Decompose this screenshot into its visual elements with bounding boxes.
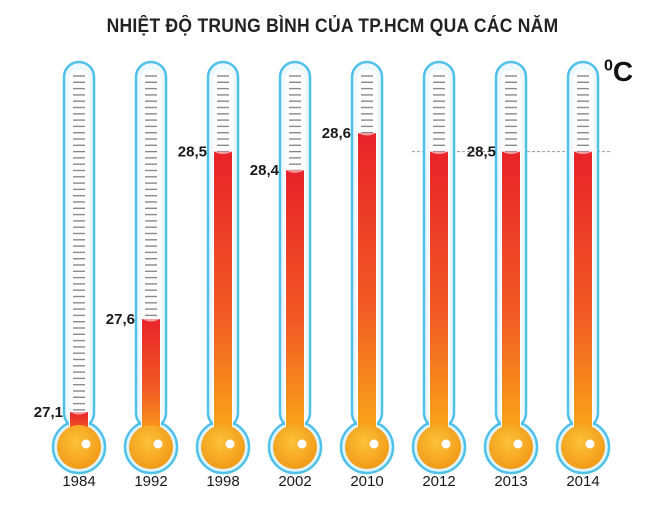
bulb-2012 [417,425,461,469]
mercury-bar-2010 [358,133,376,447]
thermometers-group [51,60,612,475]
mercury-meniscus [574,151,592,155]
thermometer-2002 [267,60,323,475]
mercury-meniscus [70,412,88,415]
bulb-highlight [585,439,595,449]
bulb-1992 [129,425,173,469]
mercury-meniscus [286,170,304,173]
year-label-2012: 2012 [422,473,455,490]
bulb-2010 [345,425,389,469]
mercury-meniscus [142,319,160,322]
mercury-bar-1992 [142,319,160,447]
year-label-2014: 2014 [566,473,599,490]
mercury-meniscus [502,151,520,155]
bulb-highlight [369,439,379,449]
year-label-2002: 2002 [278,473,311,490]
year-label-1998: 1998 [206,473,239,490]
mercury-bar-2012 [430,151,448,447]
bulb-highlight [441,439,451,449]
bulb-highlight [297,439,307,449]
bulb-highlight [513,439,523,449]
bulb-1984 [57,425,101,469]
bulb-1998 [201,425,245,469]
bulb-2002 [273,425,317,469]
mercury-meniscus [214,151,232,155]
thermometer-2014 [555,60,611,475]
unit-letter: C [612,56,634,87]
labels-group: 1984 27,1 1992 27,6 1998 28,5 2002 28,4 2010 28,6… [34,125,600,490]
value-label-2010: 28,6 [322,125,351,142]
thermometer-2012 [411,60,467,475]
thermometer-2013 [483,60,539,475]
value-label-1998: 28,5 [178,144,207,161]
thermometer-1998 [195,60,251,475]
unit-degree: 0 [604,57,613,75]
chart-title: NHIỆT ĐỘ TRUNG BÌNH CỦA TP.HCM QUA CÁC N… [106,16,559,37]
bulb-highlight [153,439,163,449]
bulb-highlight [225,439,235,449]
mercury-bar-2014 [574,151,592,447]
mercury-meniscus [430,151,448,155]
year-label-2010: 2010 [350,473,383,490]
mercury-bar-2002 [286,170,304,447]
bulb-2013 [489,425,533,469]
value-label-2013: 28,5 [467,144,496,161]
thermometer-2010 [339,60,395,475]
year-label-2013: 2013 [494,473,527,490]
year-label-1984: 1984 [62,473,95,490]
value-label-2002: 28,4 [250,162,280,179]
value-label-1984: 27,1 [34,404,63,421]
thermometer-1992 [123,60,179,475]
thermometer-1984 [51,60,107,475]
mercury-bar-1998 [214,151,232,447]
mercury-bar-2013 [502,151,520,447]
bulb-highlight [81,439,91,449]
mercury-meniscus [358,133,376,136]
unit-label: 0C [604,56,633,88]
value-label-1992: 27,6 [106,311,135,328]
year-label-1992: 1992 [134,473,167,490]
bulb-2014 [561,425,605,469]
